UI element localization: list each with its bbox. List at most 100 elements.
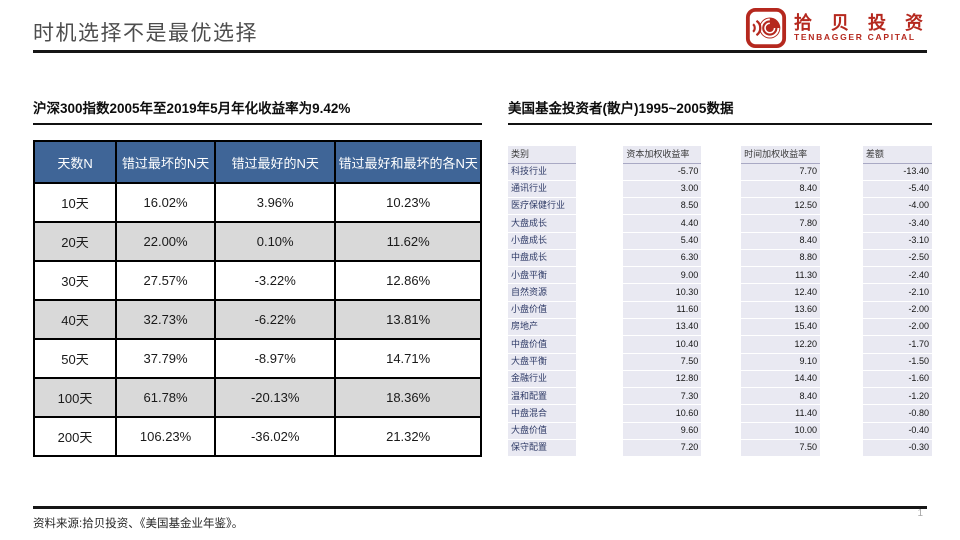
value-cell: 11.40 xyxy=(741,405,821,423)
column-gutter xyxy=(575,301,624,320)
column-gutter xyxy=(575,440,624,458)
table-cell: 14.71% xyxy=(334,338,482,379)
column-gutter xyxy=(820,232,863,250)
column-header: 资本加权收益率 xyxy=(623,146,702,164)
value-cell: -4.00 xyxy=(862,198,932,216)
category-cell: 医疗保健行业 xyxy=(508,198,576,216)
column-gutter xyxy=(820,370,863,389)
table-cell: 10天 xyxy=(32,182,118,223)
table-cell: 30天 xyxy=(32,260,118,301)
table-row: 200天 106.23% -36.02% 21.32% xyxy=(32,416,482,457)
value-cell: 10.40 xyxy=(623,336,702,354)
value-cell: -0.30 xyxy=(862,440,932,458)
title-divider xyxy=(33,50,927,53)
table-cell: 3.96% xyxy=(214,182,337,223)
table-cell: 20天 xyxy=(32,221,118,262)
column-gutter xyxy=(575,388,624,406)
value-cell: 7.70 xyxy=(741,163,821,181)
logo-name-cn: 拾 贝 投 资 xyxy=(793,12,930,33)
value-cell: -13.40 xyxy=(862,163,932,181)
table-cell: 18.36% xyxy=(334,377,482,418)
column-gutter xyxy=(701,249,742,268)
value-cell: 10.00 xyxy=(741,422,821,440)
value-cell: 10.60 xyxy=(623,405,702,423)
table-cell: 50天 xyxy=(32,338,118,379)
column-gutter xyxy=(820,388,863,406)
column-header: 错过最好和最坏的各N天 xyxy=(334,140,482,184)
tenbagger-shell-icon xyxy=(745,7,787,49)
us-fund-panel: 美国基金投资者(散户)1995~2005数据 类别 资本加权收益率 时间加权收益率 差… xyxy=(508,97,932,458)
value-cell: 15.40 xyxy=(741,319,821,337)
column-gutter xyxy=(575,284,624,302)
value-cell: -3.10 xyxy=(862,232,932,250)
category-cell: 中盘成长 xyxy=(508,249,576,268)
table-cell: 32.73% xyxy=(115,299,217,340)
column-gutter xyxy=(701,422,742,440)
column-gutter xyxy=(820,405,863,423)
logo-name-en: TENBAGGER CAPITAL xyxy=(793,32,916,43)
column-gutter xyxy=(701,163,742,181)
table-cell: 21.32% xyxy=(334,416,482,457)
value-cell: 7.80 xyxy=(741,215,821,233)
value-cell: 11.30 xyxy=(741,267,821,285)
value-cell: 10.30 xyxy=(623,284,702,302)
table-cell: 61.78% xyxy=(115,377,217,418)
column-gutter xyxy=(820,284,863,302)
column-gutter xyxy=(701,370,742,389)
us-fund-subtitle: 美国基金投资者(散户)1995~2005数据 xyxy=(508,101,734,116)
column-gutter xyxy=(701,301,742,320)
column-gutter xyxy=(701,440,742,458)
us-fund-subtitle-divider xyxy=(508,123,932,125)
table-cell: -20.13% xyxy=(214,377,337,418)
column-gutter xyxy=(820,267,863,285)
column-gutter xyxy=(701,198,742,216)
category-cell: 中盘价值 xyxy=(508,336,576,354)
value-cell: 8.80 xyxy=(741,249,821,268)
value-cell: 13.40 xyxy=(623,319,702,337)
column-gutter xyxy=(575,405,624,423)
column-gutter xyxy=(575,198,624,216)
column-gutter xyxy=(701,146,742,164)
column-gutter xyxy=(575,267,624,285)
table-cell: 100天 xyxy=(32,377,118,418)
column-gutter xyxy=(820,336,863,354)
value-cell: 8.50 xyxy=(623,198,702,216)
column-gutter xyxy=(701,405,742,423)
column-gutter xyxy=(701,267,742,285)
value-cell: 12.40 xyxy=(741,284,821,302)
category-cell: 保守配置 xyxy=(508,440,576,458)
column-header: 差额 xyxy=(862,146,932,164)
column-gutter xyxy=(820,319,863,337)
column-gutter xyxy=(820,163,863,181)
category-cell: 中盘混合 xyxy=(508,405,576,423)
category-cell: 小盘价值 xyxy=(508,301,576,320)
value-cell: 12.80 xyxy=(623,370,702,389)
category-cell: 房地产 xyxy=(508,319,576,337)
value-cell: 9.00 xyxy=(623,267,702,285)
page-number: 1 xyxy=(917,508,923,519)
column-gutter xyxy=(575,146,624,164)
column-gutter xyxy=(575,163,624,181)
us-fund-table: 类别 资本加权收益率 时间加权收益率 差额 科技行业 -5.70 7.70 -13.40 通讯行… xyxy=(508,146,932,458)
column-gutter xyxy=(575,353,624,371)
table-row: 20天 22.00% 0.10% 11.62% xyxy=(32,221,482,262)
table-row: 30天 27.57% -3.22% 12.86% xyxy=(32,260,482,301)
value-cell: 12.50 xyxy=(741,198,821,216)
table-cell: 10.23% xyxy=(334,182,482,223)
column-gutter xyxy=(701,180,742,199)
value-cell: 14.40 xyxy=(741,370,821,389)
column-gutter xyxy=(820,249,863,268)
value-cell: 4.40 xyxy=(623,215,702,233)
category-cell: 大盘成长 xyxy=(508,215,576,233)
source-note: 资料来源:拾贝投资、《美国基金业年鉴》。 xyxy=(33,518,244,530)
category-cell: 金融行业 xyxy=(508,370,576,389)
table-cell: 11.62% xyxy=(334,221,482,262)
value-cell: 7.30 xyxy=(623,388,702,406)
value-cell: -2.10 xyxy=(862,284,932,302)
column-gutter xyxy=(701,388,742,406)
table-cell: 40天 xyxy=(32,299,118,340)
value-cell: 7.50 xyxy=(623,353,702,371)
value-cell: 13.60 xyxy=(741,301,821,320)
table-row: 10天 16.02% 3.96% 10.23% xyxy=(32,182,482,223)
table-cell: 37.79% xyxy=(115,338,217,379)
